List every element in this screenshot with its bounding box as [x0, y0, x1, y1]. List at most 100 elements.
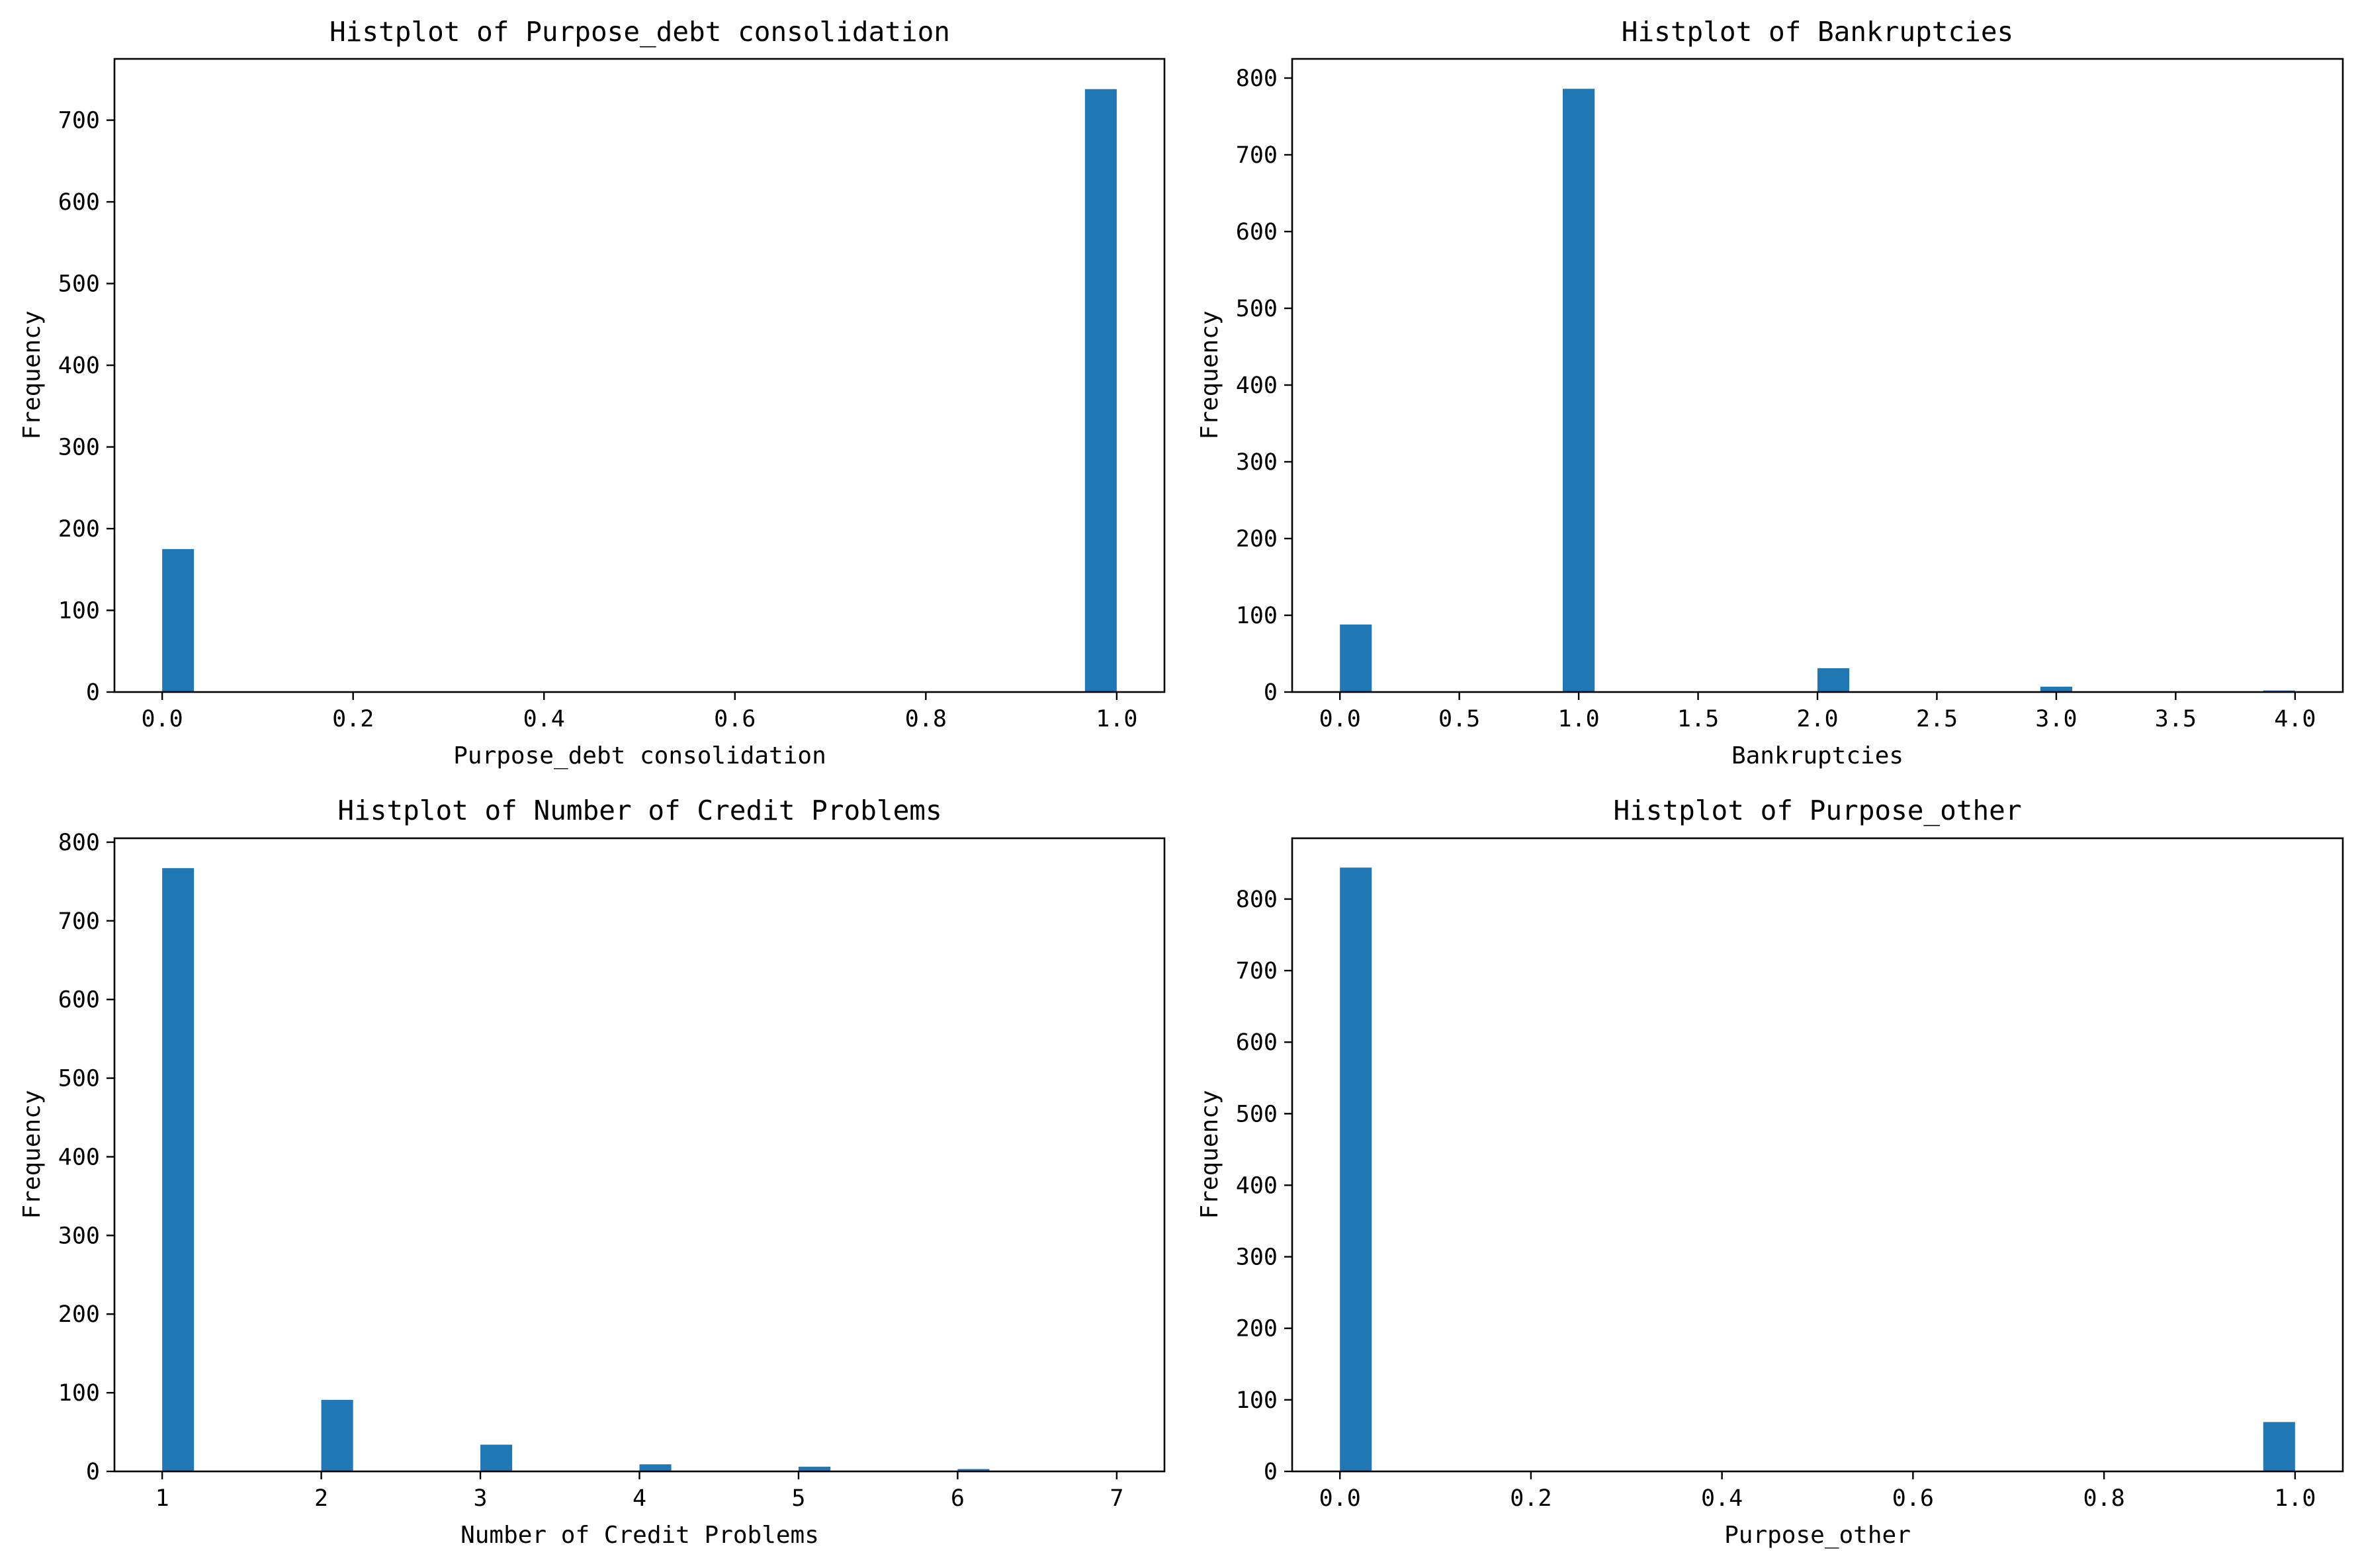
x-tick-label: 1.0: [1096, 706, 1137, 732]
y-tick-label: 100: [58, 598, 100, 625]
x-tick-label: 0.4: [523, 706, 565, 732]
y-tick-label: 700: [1236, 142, 1278, 169]
x-tick-label: 2.0: [1796, 706, 1838, 732]
x-tick-label: 6: [951, 1485, 965, 1512]
x-axis-label: Bankruptcies: [1731, 742, 1903, 769]
y-tick-label: 300: [58, 1223, 100, 1249]
x-axis-label: Purpose_other: [1724, 1522, 1911, 1549]
y-axis-ticks: 0 100 200 300 400 500 600 700 800: [58, 830, 114, 1485]
y-tick-label: 400: [58, 353, 100, 379]
y-axis-ticks: 0 100 200 300 400 500 600 700 800: [1236, 887, 1292, 1485]
x-tick-label: 0.0: [142, 706, 183, 732]
histogram-bars: [162, 868, 990, 1471]
subplot-title: Histplot of Bankruptcies: [1622, 16, 2013, 48]
x-tick-label: 1: [155, 1485, 169, 1512]
x-tick-label: 3.0: [2035, 706, 2077, 732]
x-tick-label: 0.2: [332, 706, 374, 732]
y-tick-label: 400: [58, 1144, 100, 1170]
x-tick-label: 5: [791, 1485, 805, 1512]
subplot-title: Histplot of Number of Credit Problems: [337, 795, 941, 826]
subplot-bankruptcies: Histplot of Bankruptcies 0.0 0.5 1.0 1.5 2.0…: [1196, 16, 2344, 769]
y-axis-label: Frequency: [1196, 310, 1223, 439]
y-tick-label: 800: [58, 830, 100, 856]
y-tick-label: 300: [1236, 449, 1278, 476]
x-axis-ticks: 0.0 0.5 1.0 1.5 2.0 2.5 3.0 3.5 4.0: [1319, 692, 2316, 732]
histogram-bar: [480, 1444, 513, 1471]
subplot-purpose-other: Histplot of Purpose_other 0.0 0.2 0.4 0.6 0.…: [1196, 795, 2344, 1549]
y-tick-label: 700: [1236, 958, 1278, 984]
axes-frame: [113, 58, 1166, 693]
x-tick-label: 1.0: [2274, 1485, 2316, 1512]
y-tick-label: 700: [58, 908, 100, 935]
y-tick-label: 600: [1236, 1029, 1278, 1056]
subplot-number-of-credit-problems: Histplot of Number of Credit Problems 1 2…: [19, 795, 1166, 1549]
x-tick-label: 3: [474, 1485, 488, 1512]
y-axis-label: Frequency: [19, 1090, 46, 1219]
axes-frame: [113, 837, 1166, 1473]
histogram-bar: [1340, 624, 1372, 692]
y-tick-label: 800: [1236, 65, 1278, 92]
axes-frame: [1291, 58, 2344, 693]
x-axis-ticks: 0.0 0.2 0.4 0.6 0.8 1.0: [142, 692, 1137, 732]
histogram-bar: [639, 1464, 672, 1471]
x-axis-ticks: 0.0 0.2 0.4 0.6 0.8 1.0: [1319, 1471, 2316, 1512]
y-tick-label: 500: [1236, 296, 1278, 322]
x-tick-label: 4: [633, 1485, 646, 1512]
subplot-title: Histplot of Purpose_other: [1613, 795, 2021, 826]
y-tick-label: 100: [1236, 1387, 1278, 1414]
subplot-title: Histplot of Purpose_debt consolidation: [329, 16, 950, 48]
y-tick-label: 200: [58, 516, 100, 543]
y-tick-label: 500: [58, 271, 100, 298]
y-tick-label: 500: [58, 1066, 100, 1092]
x-tick-label: 0.0: [1319, 1485, 1361, 1512]
x-tick-label: 1.0: [1557, 706, 1599, 732]
x-tick-label: 0.8: [905, 706, 947, 732]
x-tick-label: 0.5: [1438, 706, 1480, 732]
y-tick-label: 400: [1236, 372, 1278, 399]
x-axis-ticks: 1 2 3 4 5 6 7: [155, 1471, 1123, 1512]
histogram-bars: [162, 89, 1117, 692]
y-tick-label: 200: [58, 1301, 100, 1328]
y-axis-ticks: 0 100 200 300 400 500 600 700: [58, 108, 114, 706]
histogram-bar: [321, 1399, 353, 1471]
histogram-bar: [2040, 686, 2072, 692]
x-tick-label: 3.5: [2155, 706, 2197, 732]
x-tick-label: 2.5: [1916, 706, 1958, 732]
y-tick-label: 0: [86, 1459, 100, 1485]
y-tick-label: 100: [1236, 603, 1278, 629]
y-axis-label: Frequency: [19, 310, 46, 439]
histogram-bar: [2263, 1422, 2295, 1471]
y-tick-label: 600: [58, 987, 100, 1014]
x-axis-label: Number of Credit Problems: [460, 1522, 819, 1549]
x-tick-label: 1.5: [1677, 706, 1719, 732]
x-tick-label: 4.0: [2274, 706, 2316, 732]
histogram-bar: [1340, 867, 1372, 1471]
histogram-bar: [957, 1469, 990, 1471]
axes-frame: [1291, 837, 2344, 1473]
x-tick-label: 0.8: [2083, 1485, 2124, 1512]
x-tick-label: 0.0: [1319, 706, 1361, 732]
y-axis-label: Frequency: [1196, 1090, 1223, 1219]
x-tick-label: 7: [1110, 1485, 1123, 1512]
y-tick-label: 0: [86, 679, 100, 706]
y-tick-label: 200: [1236, 526, 1278, 552]
y-axis-ticks: 0 100 200 300 400 500 600 700 800: [1236, 65, 1292, 706]
y-tick-label: 600: [58, 189, 100, 216]
y-tick-label: 800: [1236, 887, 1278, 913]
histogram-bar: [1084, 89, 1117, 692]
y-tick-label: 0: [1264, 679, 1278, 706]
y-tick-label: 500: [1236, 1101, 1278, 1127]
x-axis-label: Purpose_debt consolidation: [453, 742, 826, 769]
x-tick-label: 0.6: [1892, 1485, 1934, 1512]
y-tick-label: 700: [58, 108, 100, 134]
histogram-bar: [162, 548, 195, 692]
histogram-bar: [1817, 668, 1850, 692]
y-tick-label: 200: [1236, 1316, 1278, 1342]
subplot-purpose-debt-consolidation: Histplot of Purpose_debt consolidation 0…: [19, 16, 1166, 769]
y-tick-label: 600: [1236, 219, 1278, 245]
x-tick-label: 2: [314, 1485, 328, 1512]
x-tick-label: 0.6: [714, 706, 756, 732]
y-tick-label: 400: [1236, 1172, 1278, 1199]
